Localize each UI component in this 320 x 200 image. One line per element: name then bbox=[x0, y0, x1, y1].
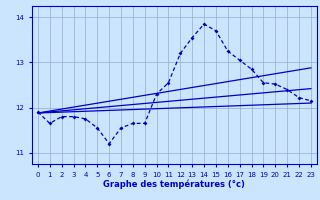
X-axis label: Graphe des températures (°c): Graphe des températures (°c) bbox=[103, 179, 245, 189]
